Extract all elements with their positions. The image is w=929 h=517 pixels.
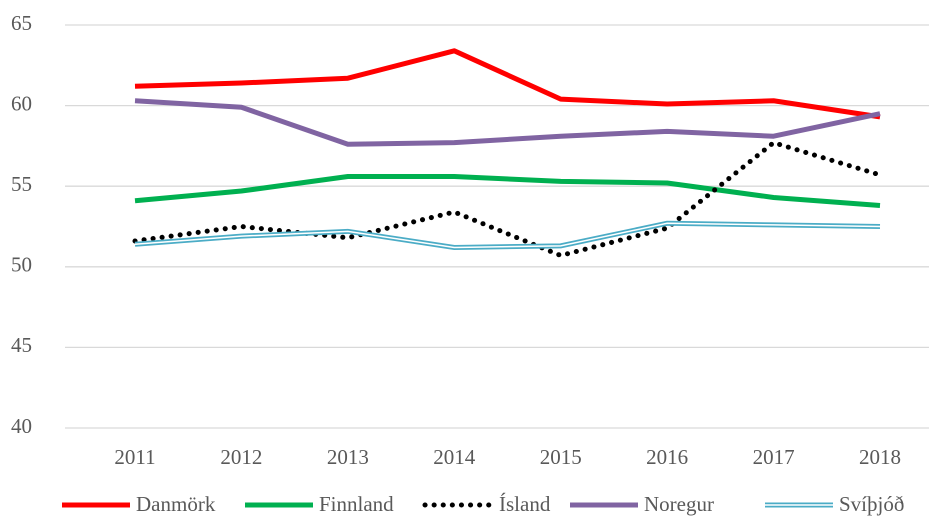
- x-tick-label: 2015: [540, 445, 582, 469]
- series-line: [134, 174, 881, 209]
- series-line: [134, 98, 881, 147]
- series-line: [132, 139, 883, 259]
- x-tick-label: 2017: [753, 445, 795, 469]
- x-tick-label: 2011: [114, 445, 155, 469]
- series-line-inner: [134, 222, 881, 249]
- legend-label: Svíþjóð: [839, 492, 904, 516]
- y-tick-label: 65: [11, 11, 32, 35]
- x-tick-label: 2018: [859, 445, 901, 469]
- x-tick-label: 2016: [646, 445, 688, 469]
- legend-label: Danmörk: [136, 492, 216, 516]
- x-tick-label: 2013: [327, 445, 369, 469]
- legend-label: Finnland: [319, 492, 394, 516]
- y-tick-label: 50: [11, 253, 32, 277]
- y-tick-label: 45: [11, 333, 32, 357]
- x-tick-label: 2012: [220, 445, 262, 469]
- y-tick-label: 60: [11, 91, 32, 115]
- legend-label: Ísland: [499, 492, 551, 516]
- series-line: [134, 48, 881, 120]
- y-tick-label: 55: [11, 172, 32, 196]
- x-tick-label: 2014: [433, 445, 476, 469]
- y-tick-label: 40: [11, 414, 32, 438]
- legend-label: Noregur: [644, 492, 714, 516]
